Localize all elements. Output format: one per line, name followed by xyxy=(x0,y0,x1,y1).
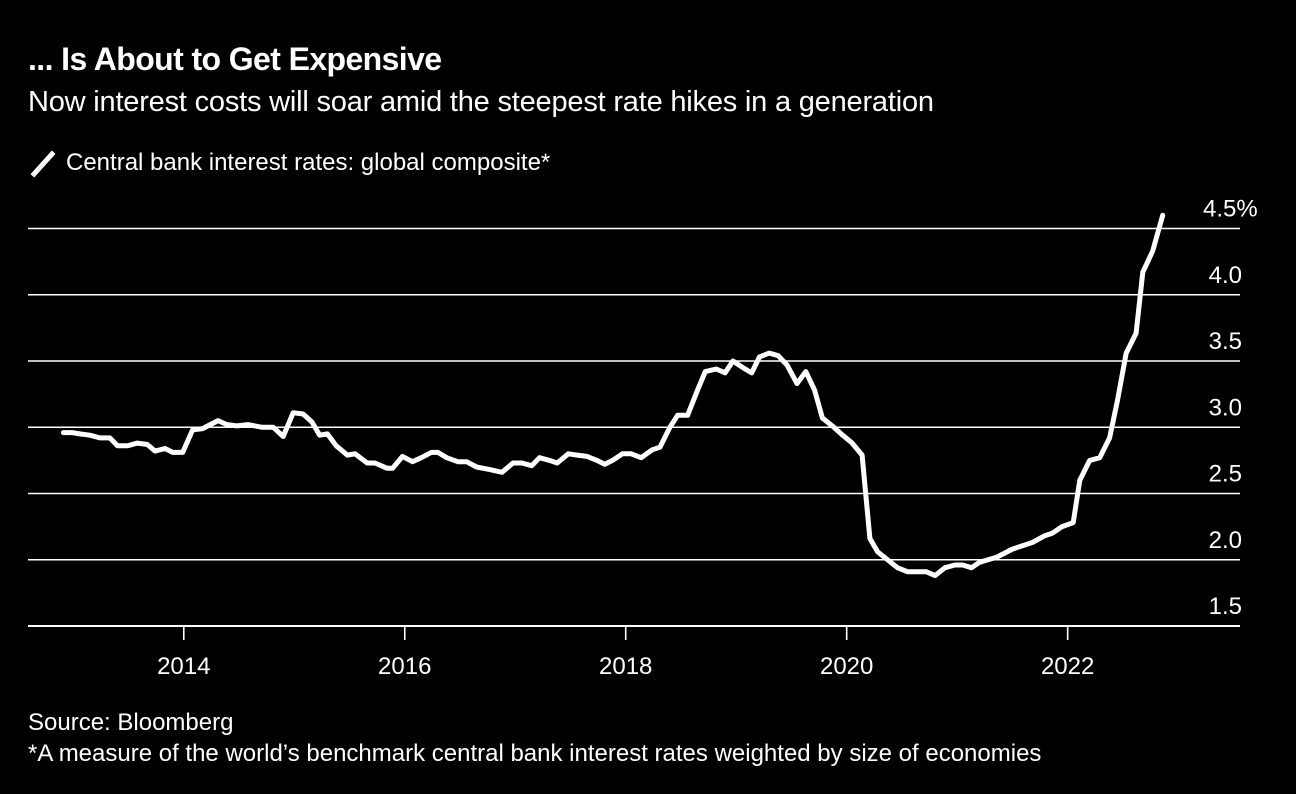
series-layer xyxy=(60,212,1166,579)
legend-label: Central bank interest rates: global comp… xyxy=(66,149,551,176)
legend: Central bank interest rates: global comp… xyxy=(28,148,550,178)
x-axis: 2014 2016 2018 2020 2022 xyxy=(157,626,1094,680)
y-tick-label: 2.5 xyxy=(1209,461,1242,488)
y-tick-label: 4.5% xyxy=(1203,196,1258,223)
y-tick-label: 3.0 xyxy=(1209,394,1242,421)
x-tick-label: 2016 xyxy=(378,653,431,680)
line-swatch-icon xyxy=(30,150,56,178)
footnote: *A measure of the world’s benchmark cent… xyxy=(28,740,1042,767)
x-tick-label: 2020 xyxy=(820,653,873,680)
x-tick-label: 2018 xyxy=(599,653,652,680)
x-tick-label: 2022 xyxy=(1041,653,1094,680)
y-axis-labels: 1.5 2.0 2.5 3.0 3.5 4.0 4.5% xyxy=(1203,196,1258,621)
source-note: Source: Bloomberg xyxy=(28,709,234,736)
series-line-global-composite xyxy=(60,212,1166,579)
y-tick-label: 4.0 xyxy=(1209,262,1242,289)
x-tick-label: 2014 xyxy=(157,653,210,680)
chart-subtitle: Now interest costs will soar amid the st… xyxy=(28,86,934,118)
chart-title: ... Is About to Get Expensive xyxy=(28,41,442,77)
y-tick-label: 1.5 xyxy=(1209,593,1242,620)
y-tick-label: 3.5 xyxy=(1209,328,1242,355)
y-tick-label: 2.0 xyxy=(1209,527,1242,554)
